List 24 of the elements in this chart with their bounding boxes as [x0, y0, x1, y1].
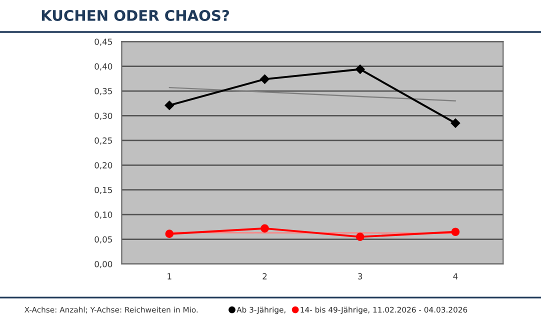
x-tick-label: 4: [453, 273, 458, 280]
point: [450, 118, 460, 128]
point: [260, 74, 270, 84]
y-tick-label: 0,35: [94, 88, 112, 96]
line-series: [168, 86, 456, 102]
x-tick-label: 3: [358, 273, 362, 280]
chart-title: KUCHEN ODER CHAOS?: [42, 10, 229, 22]
y-tick-label: 0,30: [94, 112, 112, 120]
point: [164, 100, 174, 110]
y-tick-label: 0,05: [94, 236, 112, 244]
y-tick-label: 0,25: [94, 137, 112, 145]
x-tick-label: 2: [262, 273, 267, 280]
y-tick-label: 0,15: [94, 186, 112, 194]
point: [355, 64, 365, 74]
y-tick-label: 0,00: [94, 260, 112, 268]
y-tick-label: 0,20: [94, 162, 112, 170]
y-tick-label: 0,10: [94, 212, 112, 219]
x-tick-label: 1: [168, 273, 172, 280]
point: [165, 230, 174, 238]
point: [356, 232, 364, 241]
y-tick-label: 0,40: [94, 63, 112, 70]
point: [451, 228, 460, 236]
y-tick-label: 0,45: [94, 38, 112, 46]
point: [260, 224, 269, 233]
